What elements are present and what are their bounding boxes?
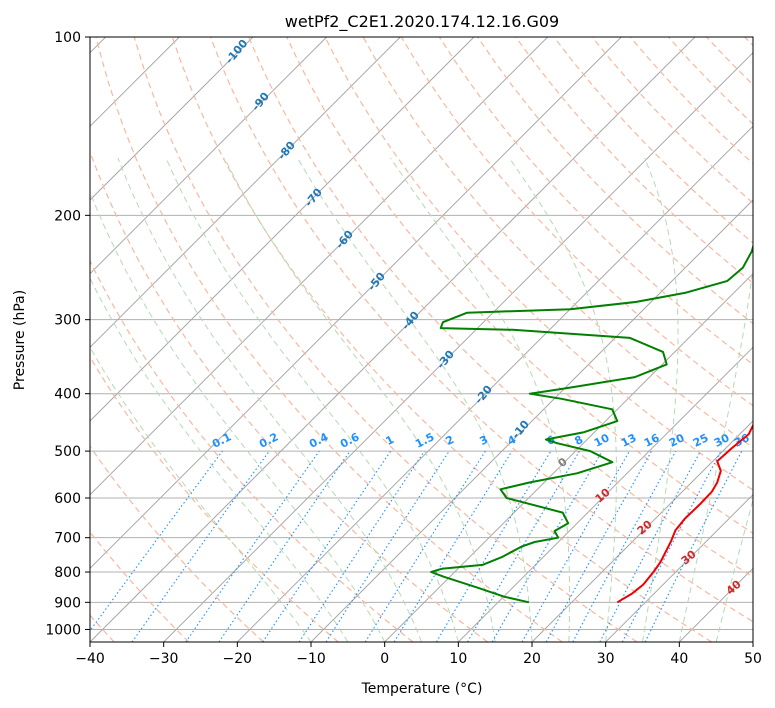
dry-adiabat-line: [248, 37, 753, 578]
mixing-ratio-line: [325, 450, 450, 642]
moist-adiabat-line: [390, 157, 571, 642]
moist-adiabat-line: [715, 498, 753, 642]
moist-adiabat-line: [90, 190, 386, 642]
x-tick-label: 10: [449, 651, 467, 667]
y-tick-label: 200: [54, 208, 81, 224]
isotherm-line: [531, 420, 753, 642]
y-axis-title: Pressure (hPa): [12, 290, 28, 390]
isotherm-line: [90, 37, 475, 422]
mixing-ratio-line: [521, 450, 630, 642]
y-tick-label: 600: [54, 491, 81, 507]
moist-adiabat-line: [90, 277, 349, 642]
dry-adiabat-line: [90, 355, 339, 642]
temperature-profile-line: [616, 423, 753, 604]
moist-adiabat-line: [165, 157, 459, 642]
isotherm-line: [90, 37, 696, 642]
isotherm-line: [457, 346, 753, 642]
plot-frame: [89, 36, 754, 643]
mixing-ratio-line: [298, 450, 425, 642]
mixing-ratio-line: [185, 450, 320, 642]
mixing-ratio-label: 13: [619, 431, 639, 450]
isotherm-line: [90, 37, 549, 496]
mixing-ratio-line: [218, 450, 351, 642]
dewpoint-profile-line: [430, 243, 753, 604]
mixing-ratio-label: 30: [712, 431, 732, 450]
mixing-ratio-line: [262, 450, 392, 642]
profile-lines: [430, 243, 753, 604]
y-tick-label: 400: [54, 387, 81, 403]
y-tick-label: 900: [54, 595, 81, 611]
x-tick-label: 0: [380, 651, 389, 667]
y-tick-label: 500: [54, 444, 81, 460]
background-lines: [90, 37, 753, 642]
y-tick-label: 800: [54, 565, 81, 581]
axis-ticks: −40 −30 −20 −10 0 10 20 30 40 50 100 200 300 400 500 60…: [45, 30, 762, 667]
x-tick-label: 30: [597, 651, 615, 667]
mixing-ratio-label: 10: [592, 431, 612, 450]
y-tick-label: 300: [54, 313, 81, 329]
isotherm-line: [90, 37, 254, 201]
moist-adiabat-line: [642, 157, 679, 642]
isotherm-line: [90, 37, 401, 349]
mixing-ratio-line: [644, 450, 743, 642]
y-tick-label: 700: [54, 531, 81, 547]
isotherm-line: [90, 37, 328, 275]
x-tick-label: 40: [670, 651, 688, 667]
isotherm-line: [384, 272, 753, 642]
x-tick-label: −20: [223, 651, 253, 667]
mixing-ratio-label: 25: [691, 431, 711, 450]
moist-adiabat-line: [117, 157, 422, 642]
dry-adiabat-line: [95, 37, 563, 642]
mixing-ratio-line: [90, 450, 223, 632]
chart-title: wetPf2_C2E1.2020.174.12.16.G09: [285, 12, 559, 32]
moist-adiabat-line: [90, 346, 312, 642]
dry-adiabat-line: [133, 37, 638, 642]
mixing-ratio-label: 20: [667, 431, 687, 450]
isotherm-line: [163, 51, 753, 642]
x-axis-title: Temperature (°C): [361, 681, 483, 697]
x-tick-label: −40: [75, 651, 105, 667]
moist-adiabat-line: [296, 157, 533, 642]
dry-adiabat-line: [324, 37, 753, 491]
mixing-ratio-line: [131, 450, 270, 642]
mixing-ratio-label: 16: [642, 431, 662, 450]
dry-adiabat-line: [286, 37, 753, 534]
isotherm-line: [90, 37, 622, 570]
dry-adiabat-line: [171, 37, 713, 642]
mixing-ratio-line: [572, 450, 677, 642]
x-tick-label: 50: [744, 651, 762, 667]
mixing-ratio-line: [393, 450, 513, 642]
dry-adiabat-line: [209, 37, 753, 623]
dry-adiabat-line: [515, 37, 753, 284]
isotherm-line: [236, 125, 753, 642]
mixing-ratio-line: [545, 450, 653, 642]
moist-adiabat-line: [508, 157, 617, 642]
y-tick-label: 100: [54, 30, 81, 46]
moist-adiabat-line: [678, 264, 753, 642]
dry-adiabat-line: [90, 259, 414, 642]
dry-adiabat-line: [90, 445, 264, 642]
x-tick-label: −10: [296, 651, 326, 667]
x-tick-label: 20: [523, 651, 541, 667]
x-tick-label: −30: [149, 651, 179, 667]
y-tick-label: 1000: [45, 622, 81, 638]
isotherm-line: [605, 493, 753, 642]
